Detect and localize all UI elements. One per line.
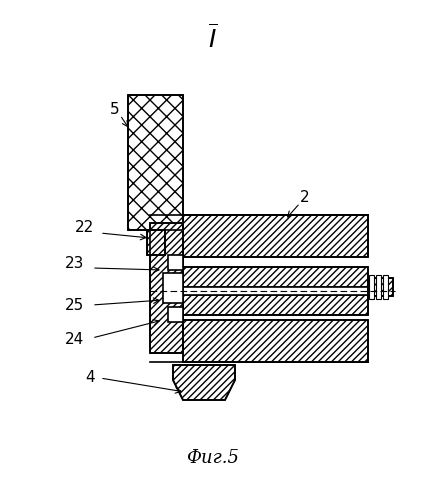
- Bar: [163, 273, 183, 303]
- Bar: [183, 287, 368, 295]
- Bar: [168, 255, 183, 270]
- Bar: [376, 275, 381, 299]
- Bar: [383, 275, 388, 299]
- Bar: [147, 230, 165, 255]
- Text: $\overline{I}$: $\overline{I}$: [208, 24, 218, 52]
- Bar: [128, 95, 183, 230]
- Text: 22: 22: [75, 220, 95, 236]
- Text: 5: 5: [110, 102, 120, 118]
- Bar: [128, 95, 183, 230]
- Bar: [150, 223, 183, 353]
- Bar: [150, 223, 183, 353]
- Bar: [183, 215, 368, 257]
- Bar: [183, 320, 368, 362]
- Bar: [368, 278, 393, 296]
- Text: 25: 25: [65, 298, 85, 312]
- Bar: [368, 278, 393, 296]
- Bar: [183, 215, 368, 257]
- Bar: [147, 230, 165, 255]
- Bar: [183, 267, 368, 287]
- Text: 23: 23: [65, 256, 85, 270]
- Bar: [183, 267, 368, 287]
- Polygon shape: [173, 365, 235, 400]
- Text: 2: 2: [300, 190, 310, 206]
- Bar: [183, 295, 368, 315]
- Bar: [183, 320, 368, 362]
- Bar: [369, 275, 374, 299]
- Text: 24: 24: [65, 332, 85, 347]
- Text: Фиг.5: Фиг.5: [187, 449, 240, 467]
- Text: 4: 4: [85, 370, 95, 386]
- Bar: [168, 307, 183, 322]
- Bar: [183, 295, 368, 315]
